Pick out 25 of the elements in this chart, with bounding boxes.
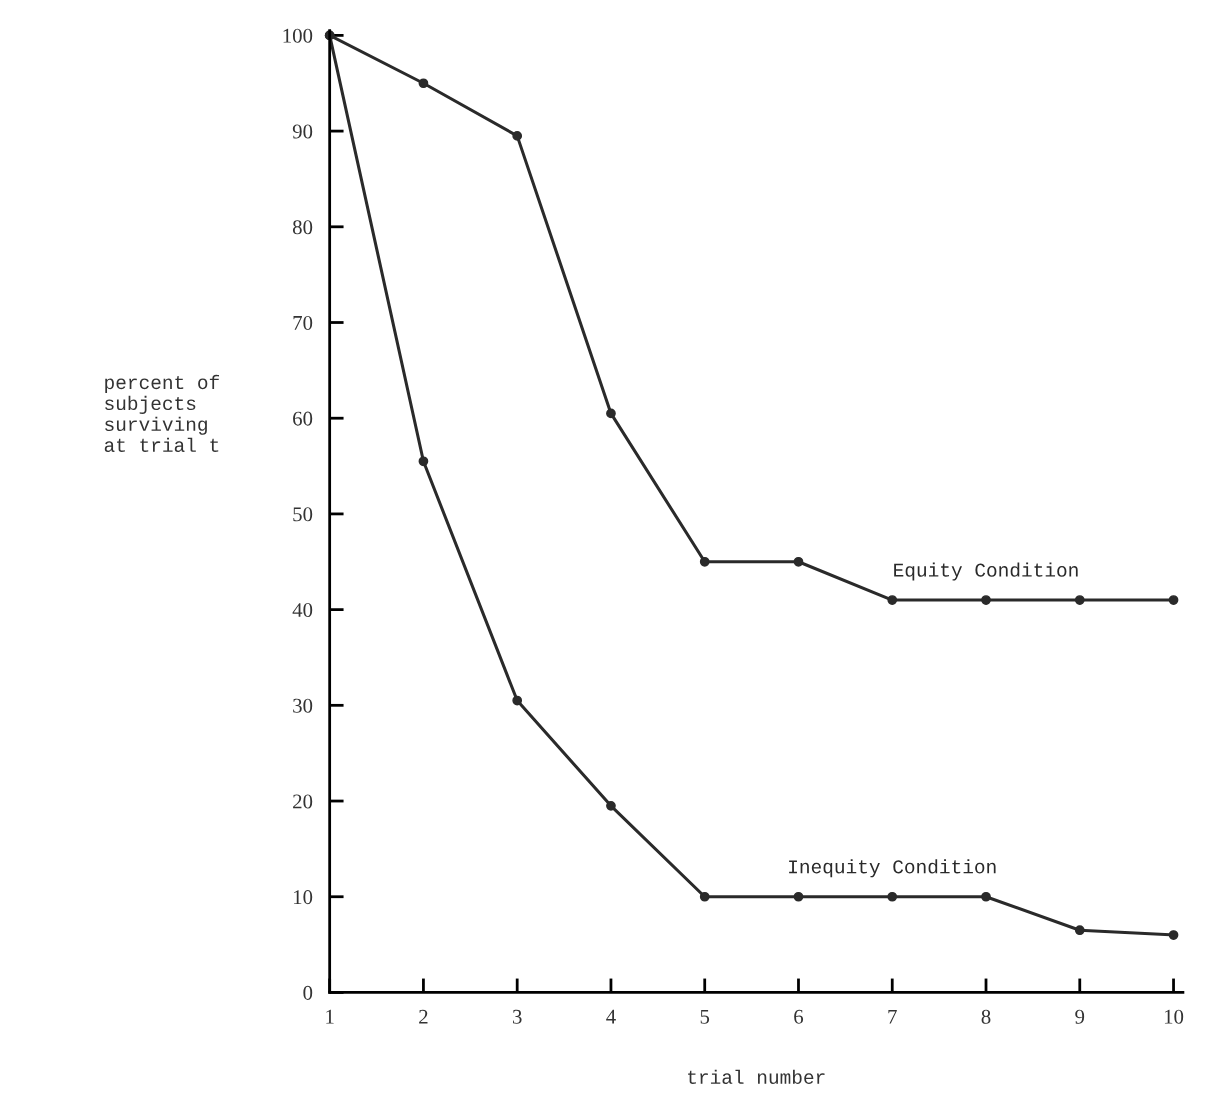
y-axis-title: percent of subjects surviving at trial t bbox=[104, 374, 219, 452]
series-label: Equity Condition bbox=[894, 562, 1078, 581]
y-tick-label: 100 bbox=[283, 28, 313, 43]
series-label: Inequity Condition bbox=[789, 859, 996, 878]
y-tick-label: 70 bbox=[293, 315, 313, 330]
y-tick-label: 30 bbox=[293, 698, 313, 713]
y-tick-label: 40 bbox=[292, 603, 313, 618]
x-tick-label: 1 bbox=[326, 1009, 334, 1024]
x-tick-label: 7 bbox=[888, 1009, 897, 1024]
y-tick-label: 90 bbox=[292, 124, 313, 139]
y-tick-label: 50 bbox=[293, 507, 313, 522]
x-tick-label: 8 bbox=[981, 1009, 991, 1024]
y-tick-label: 20 bbox=[293, 794, 313, 809]
x-tick-label: 3 bbox=[512, 1009, 522, 1024]
y-tick-label: 80 bbox=[292, 220, 313, 235]
x-tick-label: 4 bbox=[606, 1009, 616, 1024]
y-tick-label: 10 bbox=[294, 890, 313, 905]
x-tick-label: 5 bbox=[700, 1009, 710, 1024]
y-tick-label: 60 bbox=[293, 411, 313, 426]
x-tick-label: 6 bbox=[794, 1009, 804, 1024]
x-tick-label: 2 bbox=[419, 1009, 428, 1024]
x-tick-label: 9 bbox=[1075, 1009, 1085, 1024]
x-tick-label: 10 bbox=[1164, 1009, 1184, 1024]
y-tick-label: 0 bbox=[303, 985, 313, 1000]
x-axis-title: trial number bbox=[688, 1069, 825, 1084]
